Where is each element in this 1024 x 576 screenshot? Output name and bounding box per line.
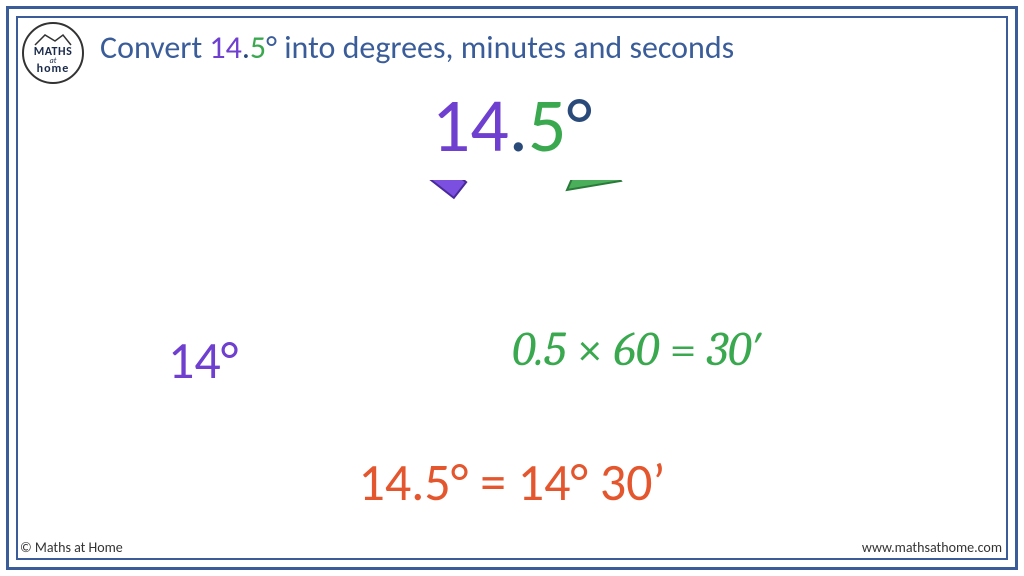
arrow-right-green <box>545 180 725 330</box>
footer-url: www.mathsathome.com <box>862 539 1002 556</box>
heading-frac: 5 <box>250 28 266 67</box>
main-dot: . <box>509 80 528 172</box>
heading-suffix: into degrees, minutes and seconds <box>277 28 734 67</box>
calc-b: 60 <box>614 322 659 377</box>
heading: Convert 14.5° into degrees, minutes and … <box>100 28 734 67</box>
arrow-left-purple <box>310 180 480 320</box>
heading-prefix: Convert <box>100 28 209 67</box>
minutes-calculation: 0.5 × 60 = 30′ <box>512 322 762 377</box>
final-result: 14.5° = 14° 30’ <box>0 450 1024 514</box>
brand-logo: MATHS at home <box>22 22 84 84</box>
degrees-part: 14° <box>168 328 238 392</box>
heading-deg: ° <box>266 28 277 67</box>
main-whole: 14 <box>432 80 509 172</box>
calc-res: 30′ <box>707 322 762 377</box>
main-number: 14.5° <box>0 80 1024 172</box>
main-frac: 5 <box>528 80 567 172</box>
calc-times: × <box>566 322 614 377</box>
calc-a: 0.5 <box>512 322 566 377</box>
main-deg: ° <box>567 80 593 172</box>
logo-line3: home <box>37 63 70 75</box>
footer-copyright: © Maths at Home <box>20 539 123 556</box>
arrows <box>0 180 1024 320</box>
heading-whole: 14 <box>209 28 241 67</box>
calc-eq: = <box>659 322 707 377</box>
heading-dot: . <box>242 28 250 67</box>
